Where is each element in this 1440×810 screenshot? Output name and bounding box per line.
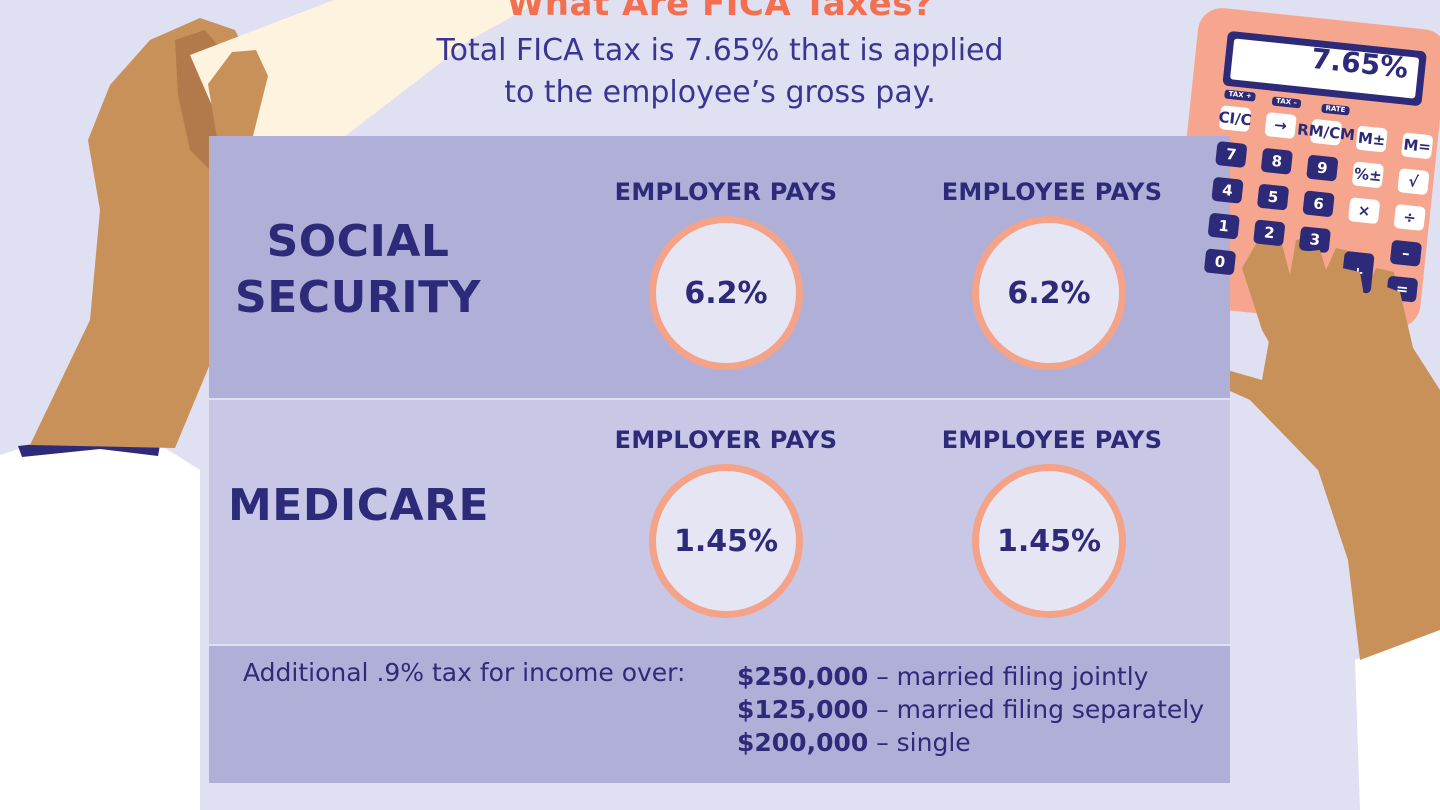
ss-employer-heading: EMPLOYER PAYS bbox=[614, 178, 838, 206]
additional-tax-label: Additional .9% tax for income over: bbox=[243, 658, 686, 687]
ss-employee-rate: 6.2% bbox=[1007, 275, 1091, 311]
income-bracket-item: $125,000 – married filing separately bbox=[737, 693, 1204, 726]
subtitle-line-2: to the employee’s gross pay. bbox=[504, 75, 936, 110]
left-sleeve bbox=[0, 440, 200, 810]
income-bracket-item: $250,000 – married filing jointly bbox=[737, 660, 1204, 693]
income-bracket-list: $250,000 – married filing jointly $125,0… bbox=[737, 660, 1204, 759]
ss-employer-rate-badge: 6.2% bbox=[649, 216, 803, 370]
med-employee-heading: EMPLOYEE PAYS bbox=[941, 426, 1163, 454]
bracket-amount: $200,000 bbox=[737, 728, 869, 757]
right-sleeve bbox=[1355, 630, 1440, 810]
ss-employee-rate-badge: 6.2% bbox=[972, 216, 1126, 370]
right-fingers bbox=[1242, 244, 1440, 470]
social-security-label: SOCIAL SECURITY bbox=[228, 214, 488, 326]
bracket-description: – married filing jointly bbox=[868, 662, 1149, 691]
med-employer-heading: EMPLOYER PAYS bbox=[614, 426, 838, 454]
income-bracket-item: $200,000 – single bbox=[737, 726, 1204, 759]
bracket-amount: $125,000 bbox=[737, 695, 869, 724]
med-employee-rate-badge: 1.45% bbox=[972, 464, 1126, 618]
page-title: What Are FICA Taxes? bbox=[506, 0, 934, 24]
med-employer-rate-badge: 1.45% bbox=[649, 464, 803, 618]
bracket-description: – single bbox=[868, 728, 971, 757]
ss-employee-heading: EMPLOYEE PAYS bbox=[941, 178, 1163, 206]
med-employee-rate: 1.45% bbox=[996, 523, 1102, 559]
page-subtitle: Total FICA tax is 7.65% that is applied … bbox=[360, 30, 1080, 114]
bracket-amount: $250,000 bbox=[737, 662, 869, 691]
additional-tax-panel bbox=[209, 646, 1230, 783]
med-employer-rate: 1.45% bbox=[673, 523, 779, 559]
social-security-label-line-1: SOCIAL bbox=[266, 216, 450, 267]
social-security-label-line-2: SECURITY bbox=[235, 272, 481, 323]
bracket-description: – married filing separately bbox=[868, 695, 1205, 724]
ss-employer-rate: 6.2% bbox=[684, 275, 768, 311]
subtitle-line-1: Total FICA tax is 7.65% that is applied bbox=[436, 33, 1004, 68]
medicare-label: MEDICARE bbox=[228, 480, 490, 531]
